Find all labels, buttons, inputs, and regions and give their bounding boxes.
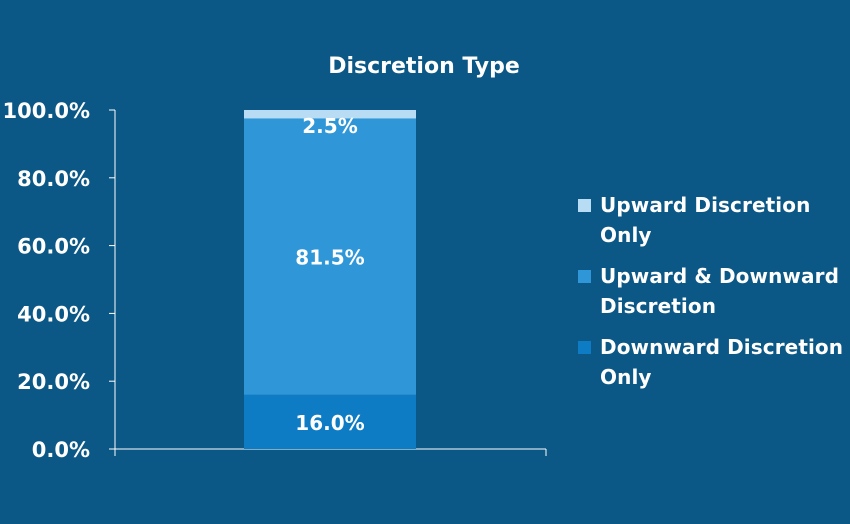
legend-item: Upward Discretion Only bbox=[578, 190, 844, 250]
y-tick-label: 60.0% bbox=[17, 235, 90, 259]
legend-swatch bbox=[578, 341, 591, 354]
y-tick-label: 0.0% bbox=[32, 438, 90, 462]
bar-segment bbox=[244, 110, 416, 119]
chart-title: Discretion Type bbox=[328, 54, 520, 79]
legend-item: Downward Discretion Only bbox=[578, 332, 844, 392]
data-label: 81.5% bbox=[295, 246, 364, 270]
y-tick-label: 100.0% bbox=[3, 99, 90, 123]
bar-segment bbox=[244, 394, 416, 449]
legend-item: Upward & Downward Discretion bbox=[578, 261, 844, 321]
legend-swatch bbox=[578, 270, 591, 283]
legend-label: Upward & Downward Discretion bbox=[600, 264, 839, 318]
bar-segment bbox=[244, 118, 416, 395]
legend-label: Upward Discretion Only bbox=[600, 193, 811, 247]
chart-legend: Upward Discretion Only Upward & Downward … bbox=[578, 190, 844, 403]
y-tick-label: 40.0% bbox=[17, 302, 90, 326]
legend-label: Downward Discretion Only bbox=[600, 335, 844, 389]
data-label: 16.0% bbox=[295, 411, 364, 435]
plot-area: 0.0% 20.0% 40.0% 60.0% 80.0% 100.0% 16.0% 81.5%… bbox=[3, 99, 547, 462]
y-tick-label: 20.0% bbox=[17, 370, 90, 394]
y-tick-label: 80.0% bbox=[17, 167, 90, 191]
legend-swatch bbox=[578, 199, 591, 212]
data-label: 2.5% bbox=[302, 114, 357, 138]
